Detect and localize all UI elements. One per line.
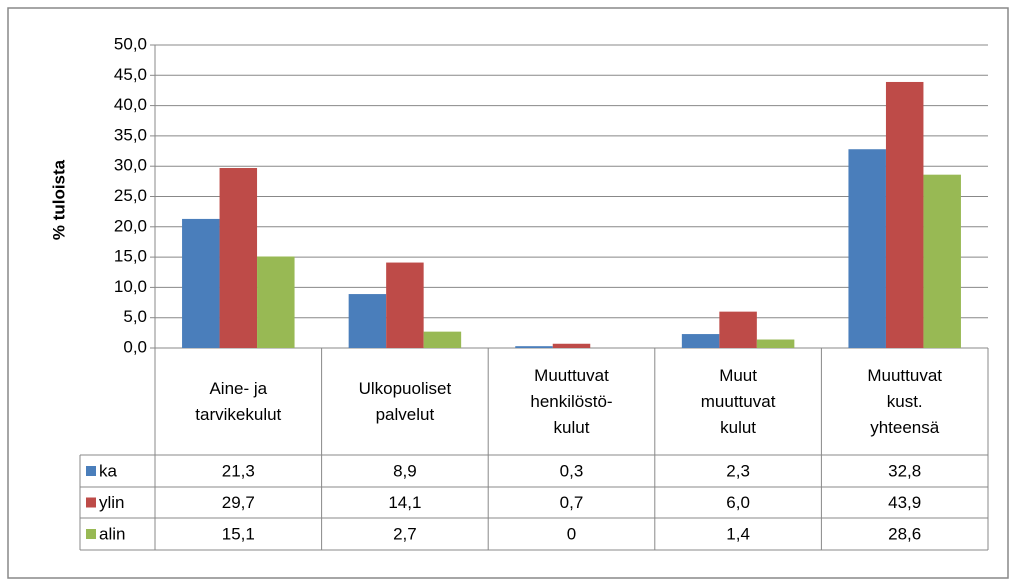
y-tick-label: 25,0	[114, 186, 147, 205]
bar	[848, 149, 886, 348]
legend-label: alin	[99, 524, 125, 543]
legend-label: ylin	[99, 493, 125, 512]
category-label: Muuttuvat kust. yhteensä	[867, 366, 943, 437]
bar	[681, 334, 720, 348]
category-label: Muut muuttuvat kulut	[700, 366, 776, 437]
table-value: 0,3	[560, 461, 584, 480]
legend-label: ka	[99, 461, 118, 480]
bar	[719, 311, 757, 348]
category-label: Aine- ja tarvikekulut	[195, 379, 282, 424]
category-label: Ulkopuoliset palvelut	[358, 379, 452, 424]
table-value: 8,9	[393, 461, 417, 480]
y-tick-label: 0,0	[123, 337, 147, 356]
y-tick-label: 40,0	[114, 95, 147, 114]
category-label: Muuttuvat henkilöstö- kulut	[530, 366, 613, 437]
bar	[552, 343, 591, 348]
table-value: 29,7	[222, 493, 255, 512]
table-value: 21,3	[222, 461, 255, 480]
table-value: 15,1	[222, 524, 255, 543]
bar	[386, 262, 424, 348]
y-tick-label: 15,0	[114, 247, 147, 266]
table-value: 2,7	[393, 524, 417, 543]
y-tick-label: 30,0	[114, 156, 147, 175]
table-value: 14,1	[388, 493, 421, 512]
bar	[923, 174, 961, 348]
bar	[423, 331, 462, 348]
table-value: 0,7	[560, 493, 584, 512]
bar	[182, 218, 220, 348]
y-axis-title: % tuloista	[49, 159, 68, 240]
table-value: 43,9	[888, 493, 921, 512]
y-tick-label: 50,0	[114, 34, 147, 53]
legend-key	[86, 529, 96, 539]
y-tick-label: 5,0	[123, 307, 147, 326]
bar	[348, 294, 387, 348]
table-value: 28,6	[888, 524, 921, 543]
legend-key	[86, 466, 96, 476]
bar	[219, 168, 258, 348]
table-value: 1,4	[726, 524, 750, 543]
chart-frame	[7, 7, 1009, 579]
y-tick-label: 10,0	[114, 277, 147, 296]
bar	[885, 81, 924, 348]
table-value: 6,0	[726, 493, 750, 512]
legend-key	[86, 497, 96, 508]
y-tick-label: 20,0	[114, 216, 147, 235]
table-value: 0	[567, 524, 576, 543]
table-value: 32,8	[888, 461, 921, 480]
bar	[257, 256, 295, 348]
bar	[756, 339, 795, 348]
bar	[515, 346, 553, 348]
table-value: 2,3	[726, 461, 750, 480]
y-tick-label: 35,0	[114, 125, 147, 144]
y-tick-label: 45,0	[114, 65, 147, 84]
